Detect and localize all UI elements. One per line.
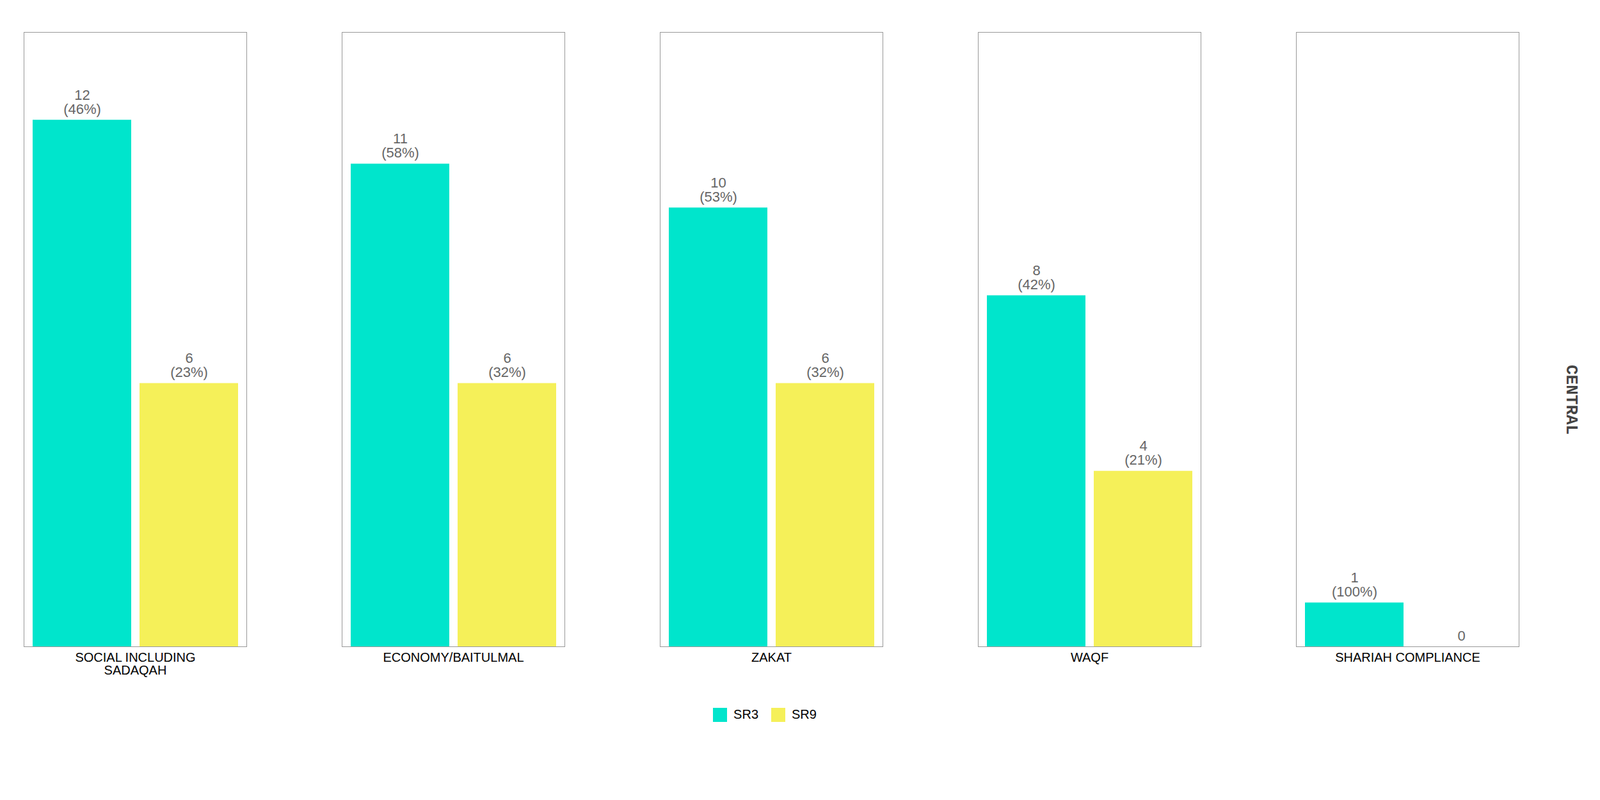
svg-text:6(32%): 6(32%)	[488, 350, 527, 381]
svg-text:6(23%): 6(23%)	[170, 350, 208, 381]
svg-text:11(58%): 11(58%)	[381, 130, 420, 161]
svg-text:4(21%): 4(21%)	[1124, 437, 1163, 468]
svg-text:ZAKAT: ZAKAT	[751, 650, 792, 665]
svg-text:8(42%): 8(42%)	[1017, 262, 1056, 293]
html-text:SR9: SR9	[791, 707, 817, 722]
html-text:SR3: SR3	[733, 707, 759, 722]
svg-text:0: 0	[1457, 627, 1465, 644]
html-text:CENTRAL: CENTRAL	[1561, 365, 1581, 435]
svg-text:1(100%): 1(100%)	[1331, 569, 1378, 600]
svg-text:ECONOMY/BAITULMAL: ECONOMY/BAITULMAL	[382, 650, 524, 665]
svg-text:SHARIAH COMPLIANCE: SHARIAH COMPLIANCE	[1335, 650, 1481, 665]
svg-text:10(53%): 10(53%)	[699, 174, 738, 205]
svg-text:12(46%): 12(46%)	[63, 87, 102, 118]
svg-text:SOCIAL INCLUDINGSADAQAH: SOCIAL INCLUDINGSADAQAH	[74, 650, 196, 678]
svg-text:6(32%): 6(32%)	[806, 350, 845, 381]
svg-text:WAQF: WAQF	[1070, 650, 1109, 665]
